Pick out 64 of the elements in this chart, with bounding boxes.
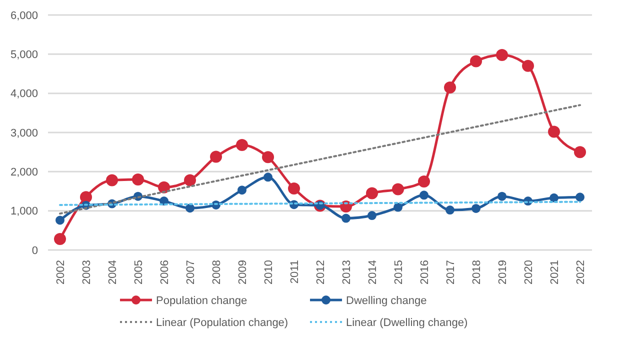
x-tick-label: 2021 [548,260,561,284]
x-tick-label: 2016 [418,260,431,284]
point [106,174,118,186]
point [238,186,246,195]
x-tick-label: 2020 [522,260,535,284]
y-tick-label: 2,000 [10,166,38,179]
point [342,214,350,223]
point [54,233,66,246]
x-tick-label: 2017 [444,260,457,284]
point [186,204,194,213]
point [184,174,196,186]
point [470,55,482,68]
point [444,81,456,94]
y-tick-label: 4,000 [10,88,38,100]
x-tick-label: 2011 [288,260,301,284]
point [158,181,170,194]
point [80,191,92,204]
point [366,187,378,200]
x-tick-label: 2012 [314,260,327,284]
point [498,192,506,201]
point [262,151,274,164]
point [392,183,404,196]
point [548,126,560,138]
y-tick-label: 0 [32,244,38,257]
point [418,175,430,188]
x-tick-label: 2002 [54,260,67,284]
point [394,202,402,212]
point [496,48,508,61]
x-tick-label: 2013 [340,260,353,284]
point [56,216,64,225]
x-tick-label: 2004 [106,260,119,284]
point [288,182,300,195]
legend-label: Dwelling change [346,294,427,307]
point [574,146,586,158]
x-tick-label: 2022 [574,260,587,284]
point [472,204,480,213]
x-tick-label: 2014 [366,260,379,284]
point [550,193,558,202]
legend-label: Population change [156,294,248,307]
point [522,60,534,72]
legend-label: Linear (Population change) [156,316,288,329]
point [368,211,376,220]
y-tick-label: 6,000 [10,10,38,22]
point [132,174,144,186]
point [264,172,272,182]
legend-label: Linear (Dwelling change) [346,316,468,329]
point [446,206,454,215]
x-tick-label: 2007 [184,260,197,284]
y-tick-label: 3,000 [10,127,38,140]
x-tick-label: 2003 [80,260,93,284]
point [236,139,248,152]
x-tick-label: 2010 [262,260,275,284]
x-tick-label: 2018 [470,260,483,284]
x-tick-label: 2006 [158,260,171,284]
point [576,192,584,202]
y-tick-label: 1,000 [10,206,38,218]
x-tick-label: 2015 [392,260,405,284]
x-tick-label: 2008 [210,260,223,284]
x-tick-label: 2005 [132,260,145,284]
x-tick-label: 2019 [496,260,509,284]
y-tick-label: 5,000 [10,49,38,62]
point [210,150,222,163]
point [420,190,428,200]
x-tick-label: 2009 [236,260,249,284]
